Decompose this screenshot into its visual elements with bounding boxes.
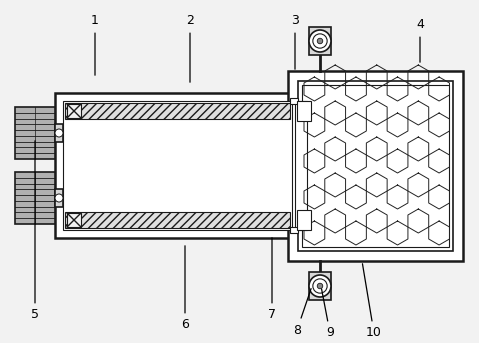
Bar — [15, 172, 55, 224]
Bar — [67, 104, 81, 118]
Text: 5: 5 — [31, 141, 39, 321]
Text: 2: 2 — [186, 14, 194, 82]
Bar — [297, 210, 311, 230]
Bar — [55, 93, 300, 238]
Bar — [55, 124, 63, 142]
Circle shape — [317, 38, 323, 44]
Text: 1: 1 — [91, 14, 99, 75]
Bar — [288, 71, 463, 261]
Circle shape — [317, 283, 323, 289]
Text: 6: 6 — [181, 246, 189, 331]
Bar — [15, 107, 55, 159]
Bar — [298, 81, 453, 251]
Bar — [309, 27, 331, 55]
Circle shape — [309, 275, 331, 297]
Bar — [297, 101, 311, 121]
Bar — [302, 85, 449, 247]
Circle shape — [309, 30, 331, 52]
Bar — [295, 101, 307, 230]
Circle shape — [313, 34, 327, 48]
Circle shape — [55, 194, 63, 202]
Text: 10: 10 — [363, 264, 382, 340]
Text: 4: 4 — [416, 19, 424, 62]
Text: 3: 3 — [291, 14, 299, 69]
Bar — [309, 272, 331, 300]
Bar — [65, 103, 290, 119]
Bar — [290, 227, 298, 233]
Bar — [65, 212, 290, 228]
Text: 8: 8 — [293, 288, 311, 336]
Text: 9: 9 — [321, 289, 334, 340]
Bar — [63, 101, 292, 230]
Bar — [67, 213, 81, 227]
Circle shape — [313, 279, 327, 293]
Bar — [55, 189, 63, 207]
Text: 7: 7 — [268, 238, 276, 321]
Circle shape — [55, 129, 63, 137]
Bar — [290, 98, 298, 104]
